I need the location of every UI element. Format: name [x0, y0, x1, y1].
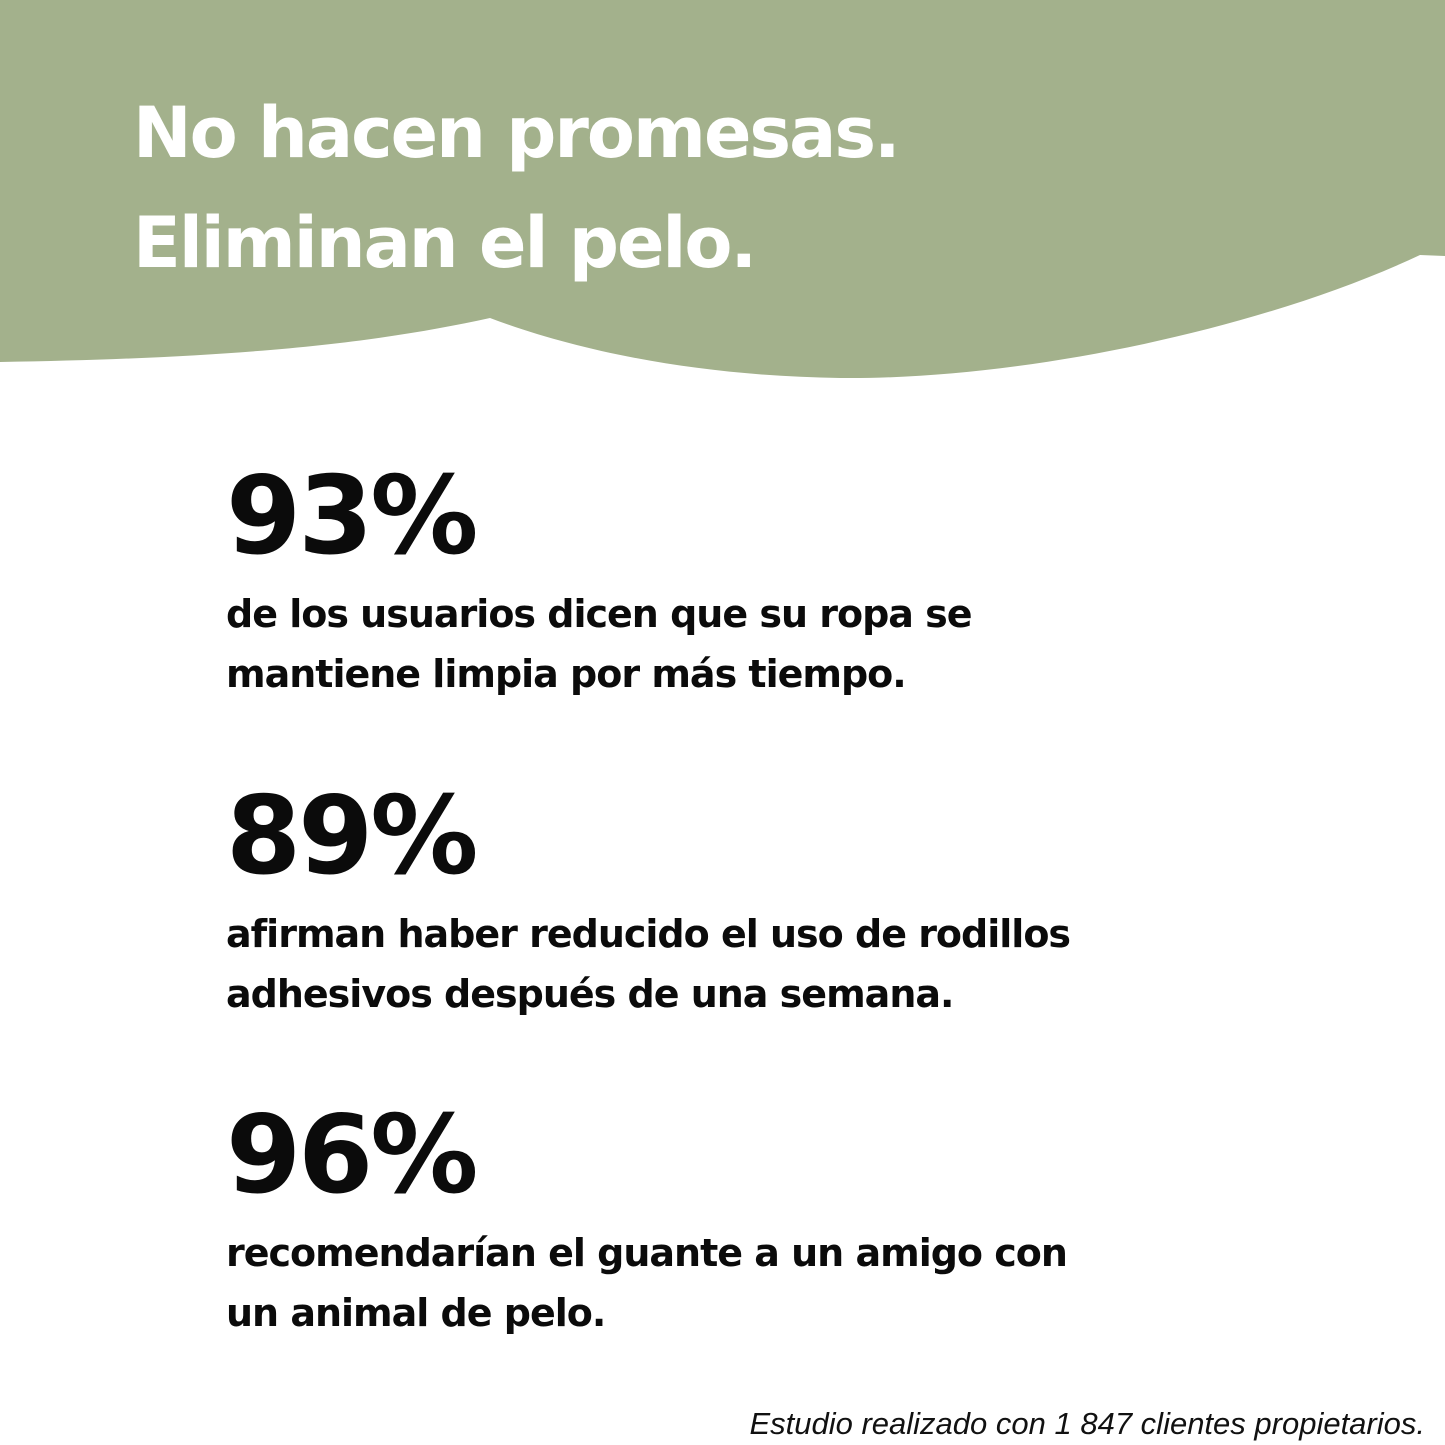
stat-value: 89% [226, 774, 479, 899]
stat-description: recomendarían el guante a un amigo con u… [226, 1223, 1068, 1343]
header-wave-shape [0, 0, 1445, 379]
stat-description-line: recomendarían el guante a un amigo con [226, 1231, 1068, 1275]
stat-description-line: un animal de pelo. [226, 1291, 606, 1335]
header-wave-background [0, 0, 1445, 379]
headline: No hacen promesas. Eliminan el pelo. [133, 78, 901, 298]
study-footnote: Estudio realizado con 1 847 clientes pro… [749, 1406, 1425, 1441]
stat-description-line: adhesivos después de una semana. [226, 972, 954, 1016]
stat-block-3: 96% recomendarían el guante a un amigo c… [226, 1093, 1068, 1343]
stat-value: 96% [226, 1093, 479, 1218]
stat-description-line: de los usuarios dicen que su ropa se [226, 592, 973, 636]
stat-block-2: 89% afirman haber reducido el uso de rod… [226, 774, 1071, 1024]
stat-block-1: 93% de los usuarios dicen que su ropa se… [226, 454, 973, 704]
stat-description-line: mantiene limpia por más tiempo. [226, 652, 907, 696]
stat-description: afirman haber reducido el uso de rodillo… [226, 904, 1071, 1024]
stat-value: 93% [226, 454, 479, 579]
headline-line-2: Eliminan el pelo. [133, 202, 757, 284]
stat-description-line: afirman haber reducido el uso de rodillo… [226, 912, 1071, 956]
stat-description: de los usuarios dicen que su ropa se man… [226, 584, 973, 704]
headline-line-1: No hacen promesas. [133, 92, 901, 174]
